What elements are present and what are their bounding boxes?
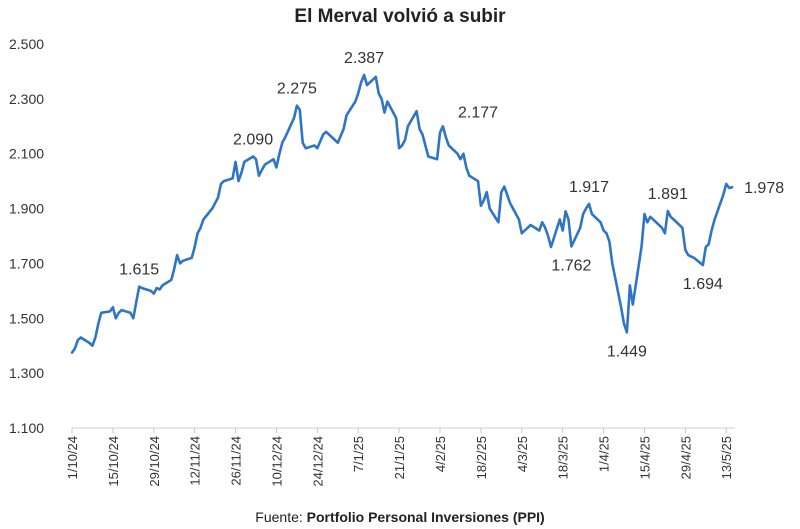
source-line: Fuente: Portfolio Personal Inversiones (… xyxy=(0,509,800,525)
y-tick-label: 1.500 xyxy=(9,310,44,326)
data-label: 1.694 xyxy=(683,276,723,293)
x-tick-label: 29/10/24 xyxy=(147,436,162,487)
x-tick-label: 1/10/24 xyxy=(65,436,80,479)
source-name: Portfolio Personal Inversiones (PPI) xyxy=(306,509,545,525)
series-layer xyxy=(70,73,734,354)
data-label: 1.449 xyxy=(607,343,647,360)
merval-series-line xyxy=(70,73,734,354)
x-tick-label: 15/10/24 xyxy=(106,436,121,487)
data-label: 1.615 xyxy=(119,262,159,279)
chart-title: El Merval volvió a subir xyxy=(294,6,506,27)
data-label: 2.177 xyxy=(458,105,498,122)
x-tick-label: 4/2/25 xyxy=(433,436,448,472)
x-tick-label: 18/2/25 xyxy=(474,436,489,479)
data-label: 1.891 xyxy=(648,186,688,203)
y-tick-label: 2.100 xyxy=(9,146,44,162)
x-tick-label: 29/4/25 xyxy=(678,436,693,479)
annotation-layer: 1.615 2.090 2.275 2.387 2.177 1.762 1.917 1.449… xyxy=(119,50,784,360)
x-tick-label: 13/5/25 xyxy=(719,436,734,479)
x-tick-label: 21/1/25 xyxy=(392,436,407,479)
y-tick-label: 2.500 xyxy=(9,36,44,52)
y-tick-label: 2.300 xyxy=(9,91,44,107)
y-axis: 1.100 1.300 1.500 1.700 1.900 2.100 2.300 2.500 xyxy=(9,36,44,436)
y-tick-label: 1.100 xyxy=(9,420,44,436)
x-tick-label: 1/4/25 xyxy=(597,436,612,472)
x-tick-label: 18/3/25 xyxy=(556,436,571,479)
x-tick-label: 12/11/24 xyxy=(188,436,203,486)
data-label: 2.387 xyxy=(344,50,384,67)
data-label: 2.090 xyxy=(233,131,273,148)
data-label: 1.762 xyxy=(551,257,591,274)
y-tick-label: 1.700 xyxy=(9,255,44,271)
data-label: 1.978 xyxy=(744,180,784,197)
x-tick-label: 7/1/25 xyxy=(351,436,366,472)
y-tick-label: 1.300 xyxy=(9,365,44,381)
y-tick-label: 1.900 xyxy=(9,201,44,217)
x-tick-label: 26/11/24 xyxy=(229,436,244,486)
x-tick-label: 10/12/24 xyxy=(269,436,284,487)
x-tick-label: 15/4/25 xyxy=(637,436,652,479)
data-label: 2.275 xyxy=(277,81,317,98)
data-label: 1.917 xyxy=(569,179,609,196)
x-axis: 1/10/24 15/10/24 29/10/24 12/11/24 26/11/24 1… xyxy=(65,427,735,487)
x-tick-label: 4/3/25 xyxy=(515,436,530,472)
x-tick-label: 24/12/24 xyxy=(310,436,325,487)
source-prefix: Fuente: xyxy=(255,509,303,525)
